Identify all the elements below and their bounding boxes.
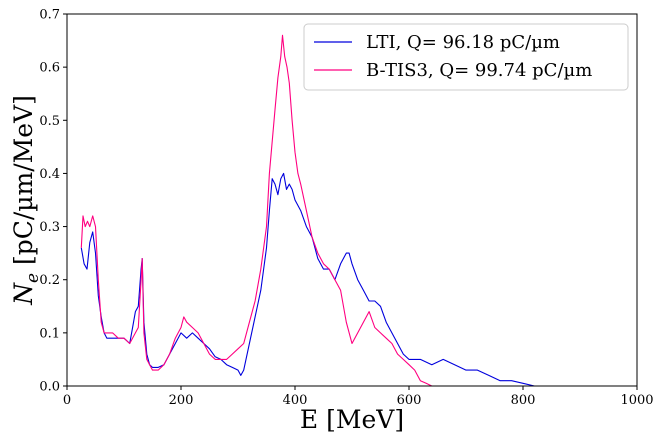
y-tick-label: 0.5 [39, 114, 60, 129]
y-tick-label: 0.0 [39, 380, 60, 395]
y-tick-label: 0.7 [39, 8, 60, 23]
x-axis-ticks: 0 200 400 600 800 1000 [63, 386, 654, 408]
y-axis-ticks: 0.0 0.1 0.2 0.3 0.4 0.5 0.6 0.7 [39, 8, 67, 395]
plot-area [80, 34, 568, 387]
y-axis-label-rest: [pC/µm/MeV] [9, 95, 38, 273]
y-tick-label: 0.6 [39, 61, 60, 76]
x-axis-label: E [MeV] [300, 405, 404, 434]
plot-frame [66, 13, 638, 387]
legend: LTI, Q= 96.18 pC/µm B-TIS3, Q= 99.74 pC/… [303, 23, 629, 91]
x-tick-label: 200 [169, 393, 194, 408]
legend-box [303, 23, 629, 91]
series-line-0 [80, 172, 568, 387]
x-tick-label: 1000 [620, 393, 653, 408]
y-axis-label-sub: e [23, 273, 43, 283]
legend-label-lti: LTI, Q= 96.18 pC/µm [366, 32, 560, 53]
x-tick-label: 0 [63, 393, 71, 408]
y-axis-label: Ne [pC/µm/MeV] [9, 95, 43, 306]
series-line-1 [80, 34, 444, 387]
x-tick-label: 400 [283, 393, 308, 408]
x-tick-label: 800 [511, 393, 536, 408]
y-tick-label: 0.1 [39, 326, 60, 341]
y-axis-label-main: N [9, 282, 38, 306]
y-tick-label: 0.4 [39, 167, 60, 182]
y-tick-label: 0.2 [39, 273, 60, 288]
x-tick-label: 600 [397, 393, 422, 408]
y-tick-label: 0.3 [39, 220, 60, 235]
legend-label-btis3: B-TIS3, Q= 99.74 pC/µm [366, 60, 592, 81]
